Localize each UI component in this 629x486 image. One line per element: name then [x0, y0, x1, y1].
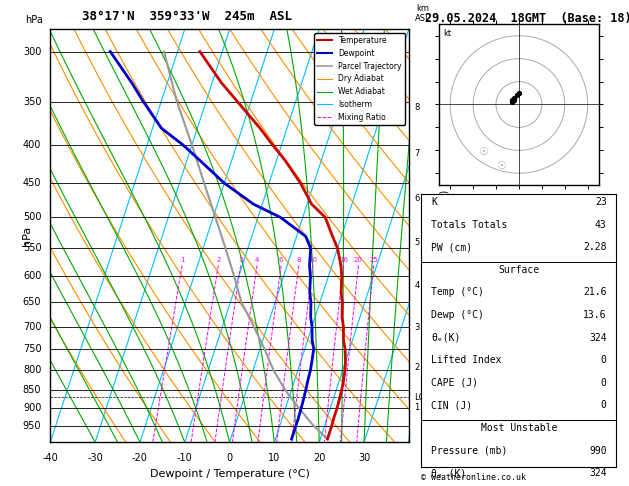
Text: 350: 350 [23, 97, 42, 106]
Text: 324: 324 [589, 332, 606, 343]
Text: 0: 0 [601, 355, 606, 365]
Text: 2: 2 [216, 258, 220, 263]
Text: Mixing Ratio (g/kg): Mixing Ratio (g/kg) [440, 190, 450, 282]
Text: 25: 25 [369, 258, 378, 263]
Text: 10: 10 [308, 258, 317, 263]
Point [507, 98, 517, 106]
Text: 650: 650 [23, 297, 42, 308]
Text: 3: 3 [238, 258, 243, 263]
Text: -40: -40 [42, 452, 58, 463]
Text: θₑ (K): θₑ (K) [431, 468, 467, 478]
Text: kt: kt [443, 29, 452, 38]
Legend: Temperature, Dewpoint, Parcel Trajectory, Dry Adiabat, Wet Adiabat, Isotherm, Mi: Temperature, Dewpoint, Parcel Trajectory… [314, 33, 405, 125]
Text: CIN (J): CIN (J) [431, 400, 472, 410]
Point [507, 96, 517, 104]
Text: Totals Totals: Totals Totals [431, 220, 508, 230]
Text: 2.28: 2.28 [583, 243, 606, 252]
Text: 16: 16 [339, 258, 348, 263]
Text: 38°17'N  359°33'W  245m  ASL: 38°17'N 359°33'W 245m ASL [82, 10, 292, 23]
Text: 300: 300 [23, 47, 42, 56]
Text: © weatheronline.co.uk: © weatheronline.co.uk [421, 473, 526, 482]
Text: 900: 900 [23, 403, 42, 413]
Text: 550: 550 [23, 243, 42, 253]
Text: 750: 750 [23, 344, 42, 354]
Text: 400: 400 [23, 140, 42, 150]
Point [511, 91, 521, 99]
Text: Dewpoint / Temperature (°C): Dewpoint / Temperature (°C) [150, 469, 309, 479]
Text: km
ASL: km ASL [415, 3, 431, 23]
Text: hPa: hPa [22, 226, 32, 246]
Point [514, 89, 524, 97]
Text: 0: 0 [226, 452, 233, 463]
Text: 23: 23 [595, 197, 606, 207]
Text: 500: 500 [23, 212, 42, 222]
Text: 21.6: 21.6 [583, 288, 606, 297]
Text: Most Unstable: Most Unstable [481, 423, 557, 433]
Text: 8: 8 [296, 258, 301, 263]
Text: 29.05.2024  18GMT  (Base: 18): 29.05.2024 18GMT (Base: 18) [425, 12, 629, 25]
Text: Surface: Surface [498, 265, 540, 275]
Text: 450: 450 [23, 178, 42, 188]
Text: -30: -30 [87, 452, 103, 463]
Text: 7: 7 [415, 149, 420, 158]
Text: θₑ(K): θₑ(K) [431, 332, 460, 343]
Text: 800: 800 [23, 365, 42, 375]
Text: 30: 30 [358, 452, 370, 463]
Text: -10: -10 [177, 452, 192, 463]
Text: ☉: ☉ [477, 147, 487, 157]
Text: 2: 2 [415, 364, 420, 372]
Text: 324: 324 [589, 468, 606, 478]
Text: 5: 5 [415, 238, 420, 247]
Text: 990: 990 [589, 446, 606, 455]
Point [509, 94, 520, 102]
Text: PW (cm): PW (cm) [431, 243, 472, 252]
Text: 4: 4 [415, 281, 420, 290]
Text: 6: 6 [279, 258, 283, 263]
Text: 20: 20 [313, 452, 325, 463]
Text: Lifted Index: Lifted Index [431, 355, 502, 365]
Text: hPa: hPa [25, 15, 43, 25]
Text: Dewp (°C): Dewp (°C) [431, 310, 484, 320]
Text: 10: 10 [269, 452, 281, 463]
Text: K: K [431, 197, 437, 207]
Text: -20: -20 [132, 452, 148, 463]
Text: CAPE (J): CAPE (J) [431, 378, 478, 388]
Text: 1: 1 [180, 258, 184, 263]
Text: 13.6: 13.6 [583, 310, 606, 320]
Text: 4: 4 [255, 258, 259, 263]
Text: 20: 20 [354, 258, 363, 263]
Text: 600: 600 [23, 272, 42, 281]
Text: 850: 850 [23, 384, 42, 395]
Text: 0: 0 [601, 400, 606, 410]
Text: 1: 1 [415, 403, 420, 412]
Text: Pressure (mb): Pressure (mb) [431, 446, 508, 455]
Text: 700: 700 [23, 322, 42, 331]
Text: ☉: ☉ [496, 161, 506, 171]
Text: 8: 8 [415, 103, 420, 112]
Text: Temp (°C): Temp (°C) [431, 288, 484, 297]
Text: 6: 6 [415, 194, 420, 203]
Text: 3: 3 [415, 323, 420, 331]
Text: LCL: LCL [415, 393, 430, 401]
Point [509, 96, 520, 104]
Text: 950: 950 [23, 420, 42, 431]
Text: 43: 43 [595, 220, 606, 230]
Text: 0: 0 [601, 378, 606, 388]
